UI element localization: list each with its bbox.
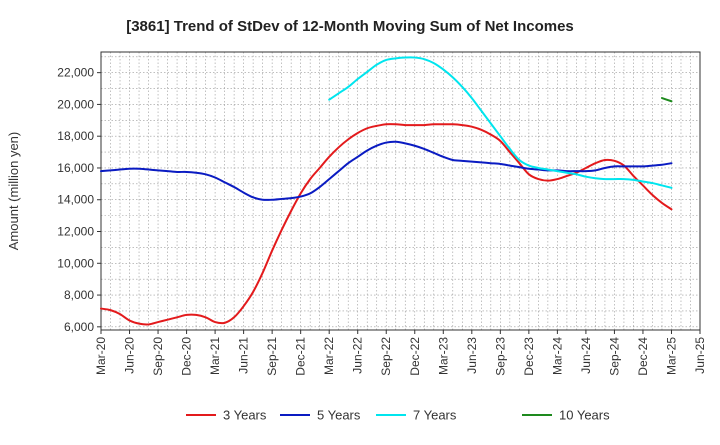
x-tick-label: Mar-20: [94, 337, 108, 375]
x-tick-label: Jun-20: [123, 337, 137, 374]
legend-label: 10 Years: [559, 408, 610, 423]
y-tick-label: 22,000: [57, 66, 94, 80]
x-tick-label: Dec-23: [522, 337, 536, 376]
x-tick-label: Mar-21: [208, 337, 222, 375]
x-tick-label: Mar-25: [664, 337, 678, 375]
series-5-years: [100, 140, 673, 201]
legend-item-7-years: 7 Years: [376, 408, 457, 423]
series-line-3-years: [100, 123, 673, 326]
x-tick-label: Sep-21: [265, 337, 279, 376]
legend-item-3-years: 3 Years: [186, 408, 267, 423]
x-tick-label: Dec-24: [636, 337, 650, 376]
series-layer: [100, 56, 673, 326]
series-line-10-years: [660, 97, 673, 103]
x-tick-label: Sep-24: [607, 337, 621, 376]
x-tick-label: Mar-22: [322, 337, 336, 375]
legend-label: 3 Years: [223, 408, 267, 423]
series-line-7-years: [328, 56, 673, 189]
legend: 3 Years 5 Years 7 Years 10 Years: [186, 408, 610, 423]
x-tick-label: Jun-21: [237, 337, 251, 374]
x-tick-label: Dec-22: [408, 337, 422, 376]
y-tick-label: 8,000: [64, 288, 94, 302]
y-tick-label: 18,000: [57, 129, 94, 143]
grid: [100, 52, 701, 330]
x-tick-label: Jun-24: [579, 337, 593, 374]
y-tick-label: 12,000: [57, 225, 94, 239]
legend-item-5-years: 5 Years: [280, 408, 361, 423]
x-tick-label: Sep-20: [151, 337, 165, 376]
legend-label: 7 Years: [413, 408, 457, 423]
chart-title: [3861] Trend of StDev of 12-Month Moving…: [126, 18, 574, 35]
x-tick-label: Jun-23: [465, 337, 479, 374]
series-10-years: [660, 97, 673, 103]
x-tick-label: Mar-24: [550, 337, 564, 375]
x-tick-label: Dec-20: [180, 337, 194, 376]
y-axis-label: Amount (million yen): [6, 132, 21, 251]
x-tick-label: Jun-22: [351, 337, 365, 374]
y-tick-label: 6,000: [64, 320, 94, 334]
x-axis: Mar-20 Jun-20 Sep-20 Dec-20 Mar-21 Jun-21 Sep-…: [94, 330, 707, 376]
y-tick-label: 14,000: [57, 193, 94, 207]
y-tick-label: 20,000: [57, 97, 94, 111]
x-tick-label: Dec-21: [294, 337, 308, 376]
series-3-years: [100, 123, 673, 326]
x-tick-label: Sep-22: [379, 337, 393, 376]
x-tick-label: Jun-25: [693, 337, 707, 374]
x-tick-label: Sep-23: [493, 337, 507, 376]
series-line-5-years: [100, 140, 673, 201]
y-tick-label: 10,000: [57, 256, 94, 270]
plot-area: [100, 51, 701, 331]
y-axis: 6,000 8,000 10,000 12,000 14,000 16,000 18,000…: [57, 66, 101, 334]
legend-label: 5 Years: [317, 408, 361, 423]
y-tick-label: 16,000: [57, 161, 94, 175]
series-7-years: [328, 56, 673, 189]
legend-item-10-years: 10 Years: [522, 408, 610, 423]
x-tick-label: Mar-23: [436, 337, 450, 375]
